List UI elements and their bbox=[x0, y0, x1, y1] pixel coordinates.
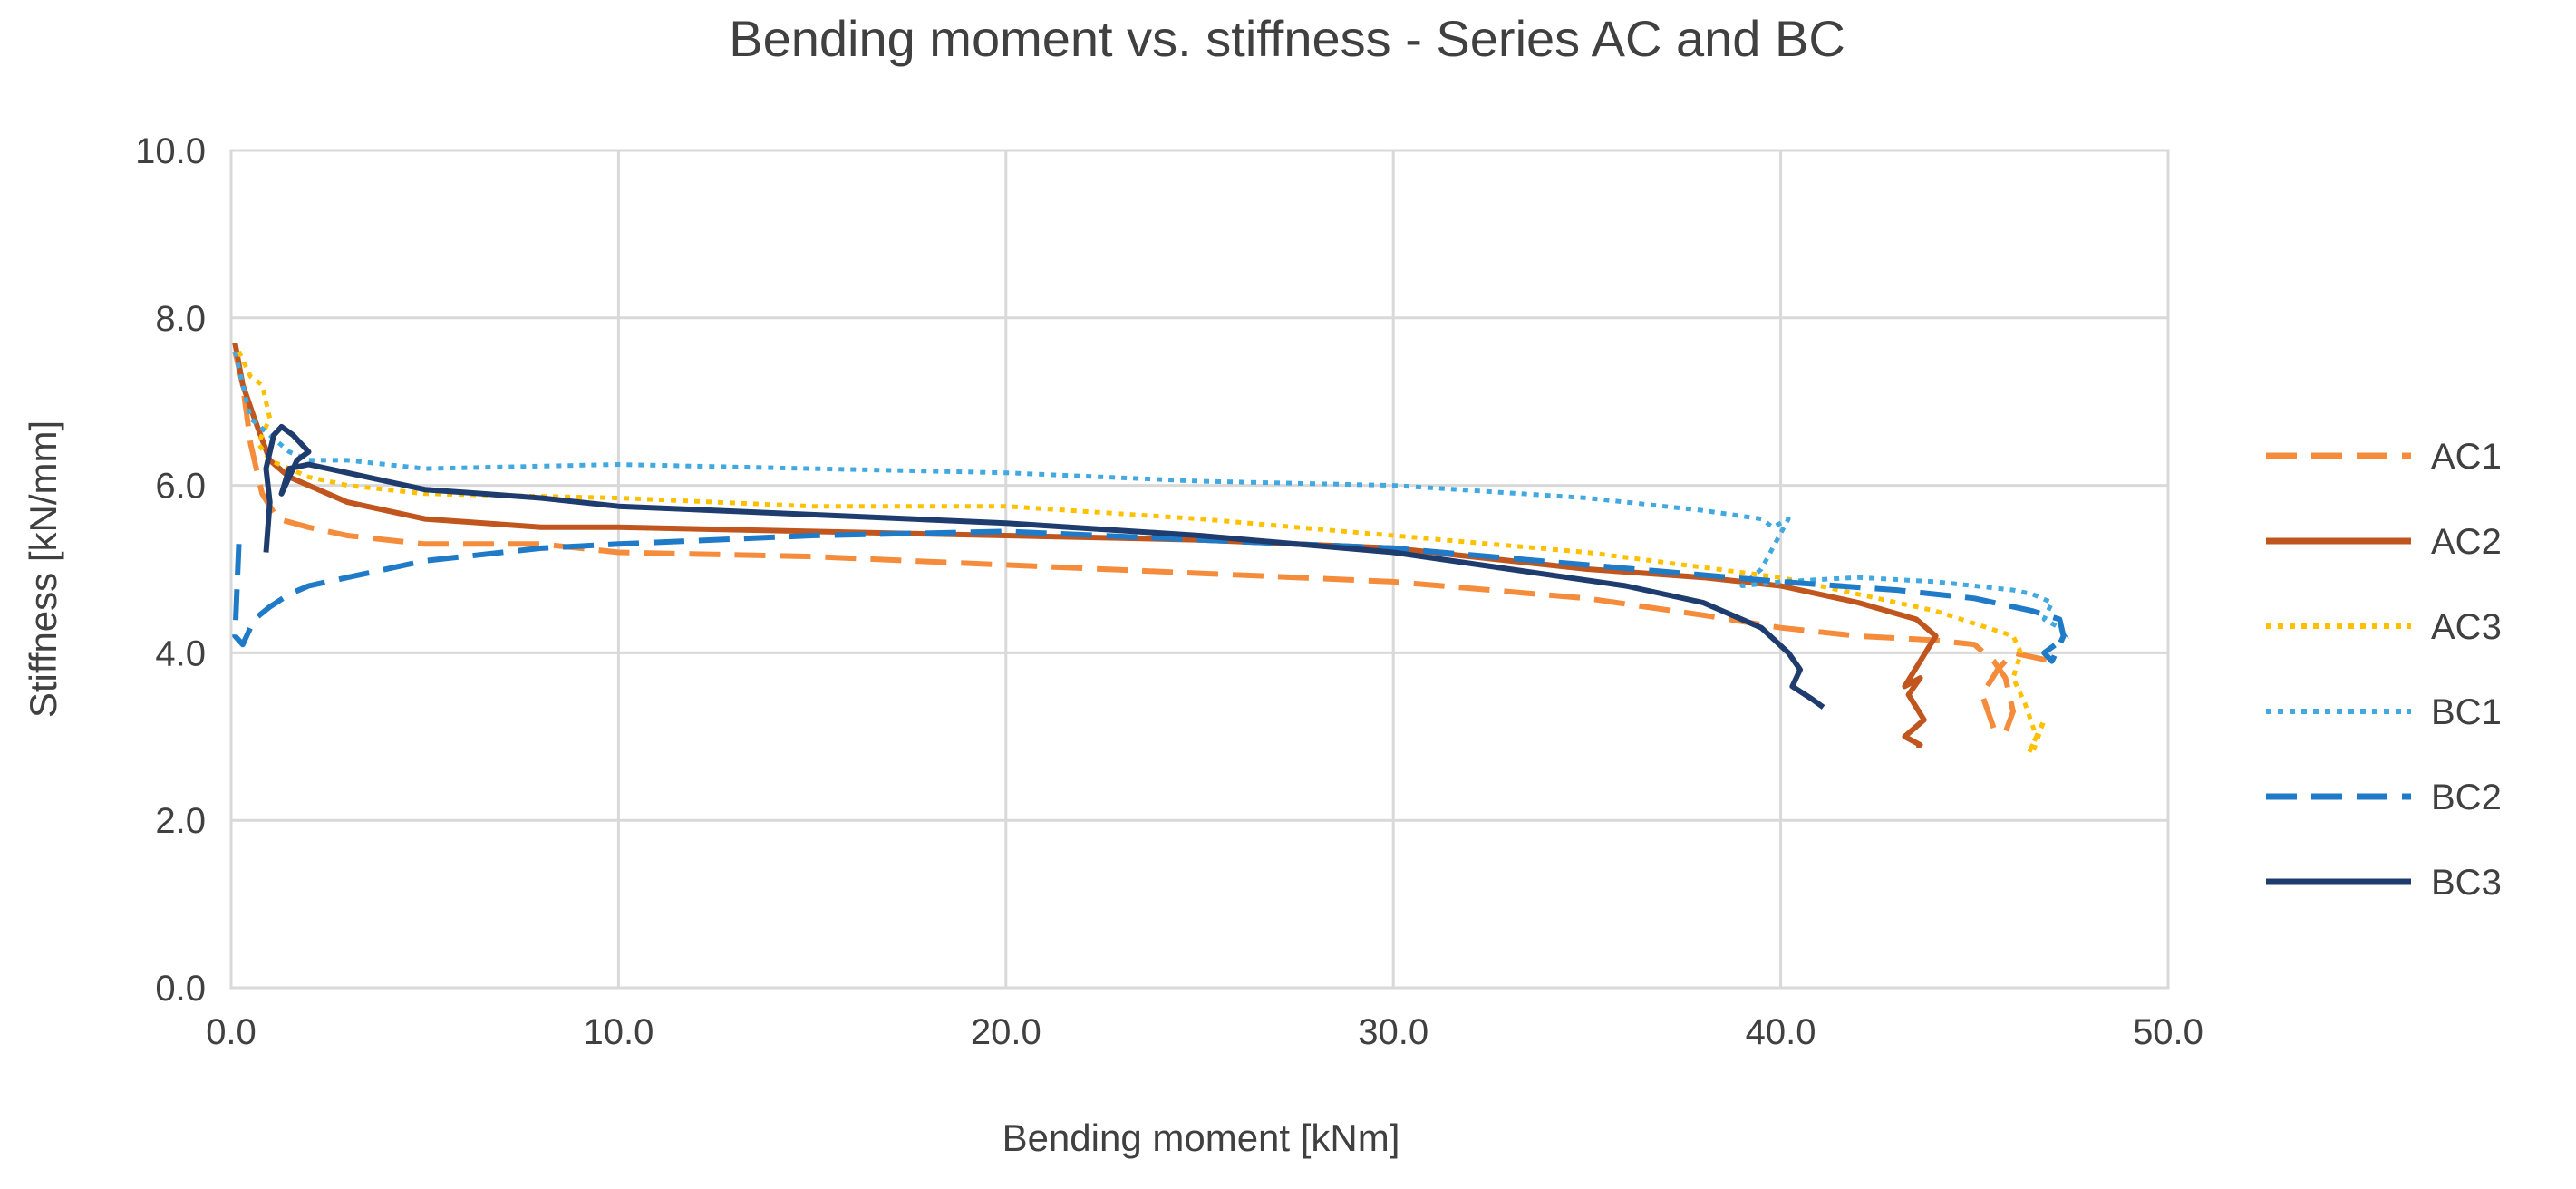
y-tick-label: 4.0 bbox=[155, 633, 206, 673]
series-lines bbox=[232, 342, 2069, 756]
x-tick-label: 50.0 bbox=[2133, 1012, 2203, 1052]
series-line-ac1 bbox=[232, 351, 2053, 736]
x-tick-label: 20.0 bbox=[971, 1012, 1041, 1052]
plot-border bbox=[229, 149, 2170, 990]
legend-label-ac2: AC2 bbox=[2431, 522, 2502, 562]
y-tick-label: 8.0 bbox=[155, 299, 206, 339]
x-tick-label: 30.0 bbox=[1358, 1012, 1428, 1052]
y-tick-labels: 0.0 2.0 4.0 6.0 8.0 10.0 bbox=[135, 131, 206, 1009]
legend-label-bc1: BC1 bbox=[2431, 692, 2502, 732]
x-tick-label: 40.0 bbox=[1746, 1012, 1816, 1052]
grid bbox=[229, 149, 2170, 990]
legend-label-bc2: BC2 bbox=[2431, 778, 2502, 817]
y-tick-label: 2.0 bbox=[155, 801, 206, 841]
legend-label-bc3: BC3 bbox=[2431, 863, 2502, 903]
plot-frame bbox=[229, 149, 2170, 990]
y-tick-label: 10.0 bbox=[135, 131, 206, 171]
y-axis-label: Stiffness [kN/mm] bbox=[22, 420, 64, 718]
legend-label-ac1: AC1 bbox=[2431, 437, 2502, 477]
y-tick-label: 0.0 bbox=[155, 969, 206, 1009]
chart-title: Bending moment vs. stiffness - Series AC… bbox=[729, 10, 1845, 67]
x-axis-label: Bending moment [kNm] bbox=[1002, 1116, 1400, 1159]
series-line-bc2 bbox=[232, 528, 2069, 664]
x-tick-label: 10.0 bbox=[583, 1012, 654, 1052]
series-line-ac3 bbox=[237, 350, 2047, 756]
x-tick-labels: 0.0 10.0 20.0 30.0 40.0 50.0 bbox=[206, 1012, 2203, 1052]
y-tick-label: 6.0 bbox=[155, 467, 206, 507]
legend: AC1 AC2 AC3 BC1 BC2 BC3 bbox=[2266, 437, 2502, 903]
legend-label-ac3: AC3 bbox=[2431, 607, 2502, 647]
series-line-bc3 bbox=[263, 423, 1825, 710]
x-tick-label: 0.0 bbox=[206, 1012, 257, 1052]
